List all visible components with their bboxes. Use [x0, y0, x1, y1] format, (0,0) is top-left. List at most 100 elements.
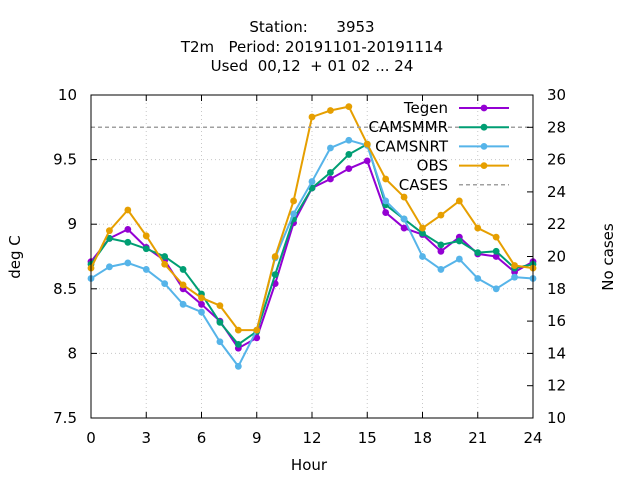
- data-point-camsnrt: [437, 266, 445, 273]
- legend-marker-obs: [480, 162, 488, 170]
- y2-tick-label: 26: [547, 151, 566, 169]
- data-point-obs: [216, 302, 224, 309]
- y2-tick-label: 10: [547, 409, 566, 427]
- data-point-camsmmr: [345, 151, 353, 158]
- data-point-obs: [179, 281, 187, 289]
- data-point-obs: [382, 175, 390, 183]
- data-point-tegen: [253, 334, 261, 342]
- y2-tick-label: 30: [547, 86, 566, 104]
- data-point-camsmmr: [234, 340, 242, 348]
- data-point-camsmmr: [179, 266, 187, 273]
- x-tick-label: 18: [413, 429, 432, 447]
- data-point-camsmmr: [327, 169, 334, 176]
- y-tick-label: 7.5: [53, 409, 77, 427]
- data-point-obs: [437, 211, 445, 219]
- data-point-camsnrt: [179, 300, 187, 308]
- data-point-camsmmr: [437, 241, 445, 249]
- legend-marker-camsmmr: [480, 123, 488, 131]
- title-line-2: T2m Period: 20191101-20191114: [180, 38, 443, 56]
- data-point-obs: [474, 224, 482, 232]
- data-point-obs: [345, 103, 353, 111]
- data-point-camsnrt: [455, 255, 463, 263]
- y-tick-label: 9: [67, 215, 77, 233]
- data-point-obs: [492, 233, 500, 241]
- legend-label-camsnrt: CAMSNRT: [375, 137, 449, 155]
- data-point-camsmmr: [419, 229, 426, 237]
- data-point-tegen: [437, 247, 445, 255]
- data-point-obs: [253, 326, 261, 334]
- y2-tick-label: 14: [547, 344, 566, 362]
- y2-tick-label: 22: [547, 215, 566, 233]
- data-point-camsnrt: [382, 197, 390, 205]
- data-point-obs: [142, 232, 150, 240]
- data-point-obs: [106, 227, 113, 235]
- series-line-obs: [90, 105, 534, 332]
- data-point-camsnrt: [419, 253, 426, 260]
- x-tick-label: 9: [252, 429, 262, 447]
- legend-marker-tegen: [480, 104, 488, 112]
- data-point-tegen: [345, 165, 353, 173]
- data-point-obs: [161, 260, 169, 268]
- data-point-camsmmr: [492, 247, 500, 255]
- data-point-camsmmr: [271, 271, 279, 278]
- data-point-camsnrt: [511, 273, 518, 281]
- y2-tick-label: 24: [547, 183, 566, 201]
- data-point-camsmmr: [455, 237, 463, 245]
- legend-label-tegen: Tegen: [403, 99, 448, 117]
- x-tick-label: 0: [86, 429, 96, 447]
- x-tick-label: 12: [302, 429, 321, 447]
- data-point-camsmmr: [124, 238, 132, 246]
- legend-label-camsmmr: CAMSMMR: [368, 118, 448, 136]
- y2-tick-label: 28: [547, 118, 566, 136]
- data-point-tegen: [382, 209, 390, 216]
- data-point-camsnrt: [106, 263, 113, 271]
- data-point-camsnrt: [345, 136, 353, 144]
- y2-tick-label: 12: [547, 377, 566, 395]
- data-point-camsnrt: [290, 210, 297, 218]
- chart-title: Station: 3953 T2m Period: 20191101-20191…: [180, 18, 443, 75]
- data-point-tegen: [327, 175, 334, 183]
- y-tick-label: 10: [58, 86, 77, 104]
- legend-label-obs: OBS: [417, 157, 448, 175]
- data-point-camsnrt: [142, 266, 150, 273]
- x-tick-label: 24: [523, 429, 542, 447]
- data-point-obs: [271, 253, 279, 260]
- data-point-obs: [511, 262, 518, 269]
- data-point-camsnrt: [216, 338, 224, 346]
- y2-axis-label: No cases: [599, 223, 617, 291]
- y2-tick-label: 18: [547, 280, 566, 298]
- title-line-3: Used 00,12 + 01 02 ... 24: [211, 57, 414, 75]
- series-layer: [87, 103, 537, 370]
- data-point-camsmmr: [161, 253, 169, 260]
- x-tick-label: 15: [358, 429, 377, 447]
- data-point-tegen: [124, 225, 132, 233]
- data-point-tegen: [198, 300, 205, 308]
- title-line-1: Station: 3953: [249, 18, 374, 36]
- data-point-obs: [124, 206, 132, 214]
- data-point-obs: [419, 224, 426, 232]
- data-point-obs: [198, 294, 205, 302]
- y-tick-label: 8: [67, 344, 77, 362]
- data-point-obs: [308, 113, 316, 121]
- data-point-tegen: [492, 253, 500, 260]
- x-tick-label: 6: [197, 429, 207, 447]
- data-point-camsnrt: [198, 308, 205, 316]
- data-point-camsnrt: [474, 275, 482, 282]
- y-axis-label: deg C: [6, 235, 24, 279]
- data-point-camsnrt: [327, 144, 334, 152]
- data-point-obs: [455, 197, 463, 205]
- legend-label-cases: CASES: [399, 176, 448, 194]
- axes-ticks: 0 3 6 9 12 15 18 21 24 7.5 8 8.5 9 9.5 10 10 12 14 16 18 20 2…: [53, 86, 566, 447]
- data-point-camsnrt: [492, 285, 500, 293]
- data-point-obs: [234, 326, 242, 334]
- data-point-obs: [363, 140, 371, 148]
- x-axis-label: Hour: [291, 456, 328, 474]
- y2-tick-label: 16: [547, 312, 566, 330]
- data-point-camsnrt: [161, 280, 169, 288]
- data-point-tegen: [400, 224, 408, 232]
- x-tick-label: 3: [141, 429, 151, 447]
- data-point-camsnrt: [234, 362, 242, 370]
- grid: [91, 95, 533, 418]
